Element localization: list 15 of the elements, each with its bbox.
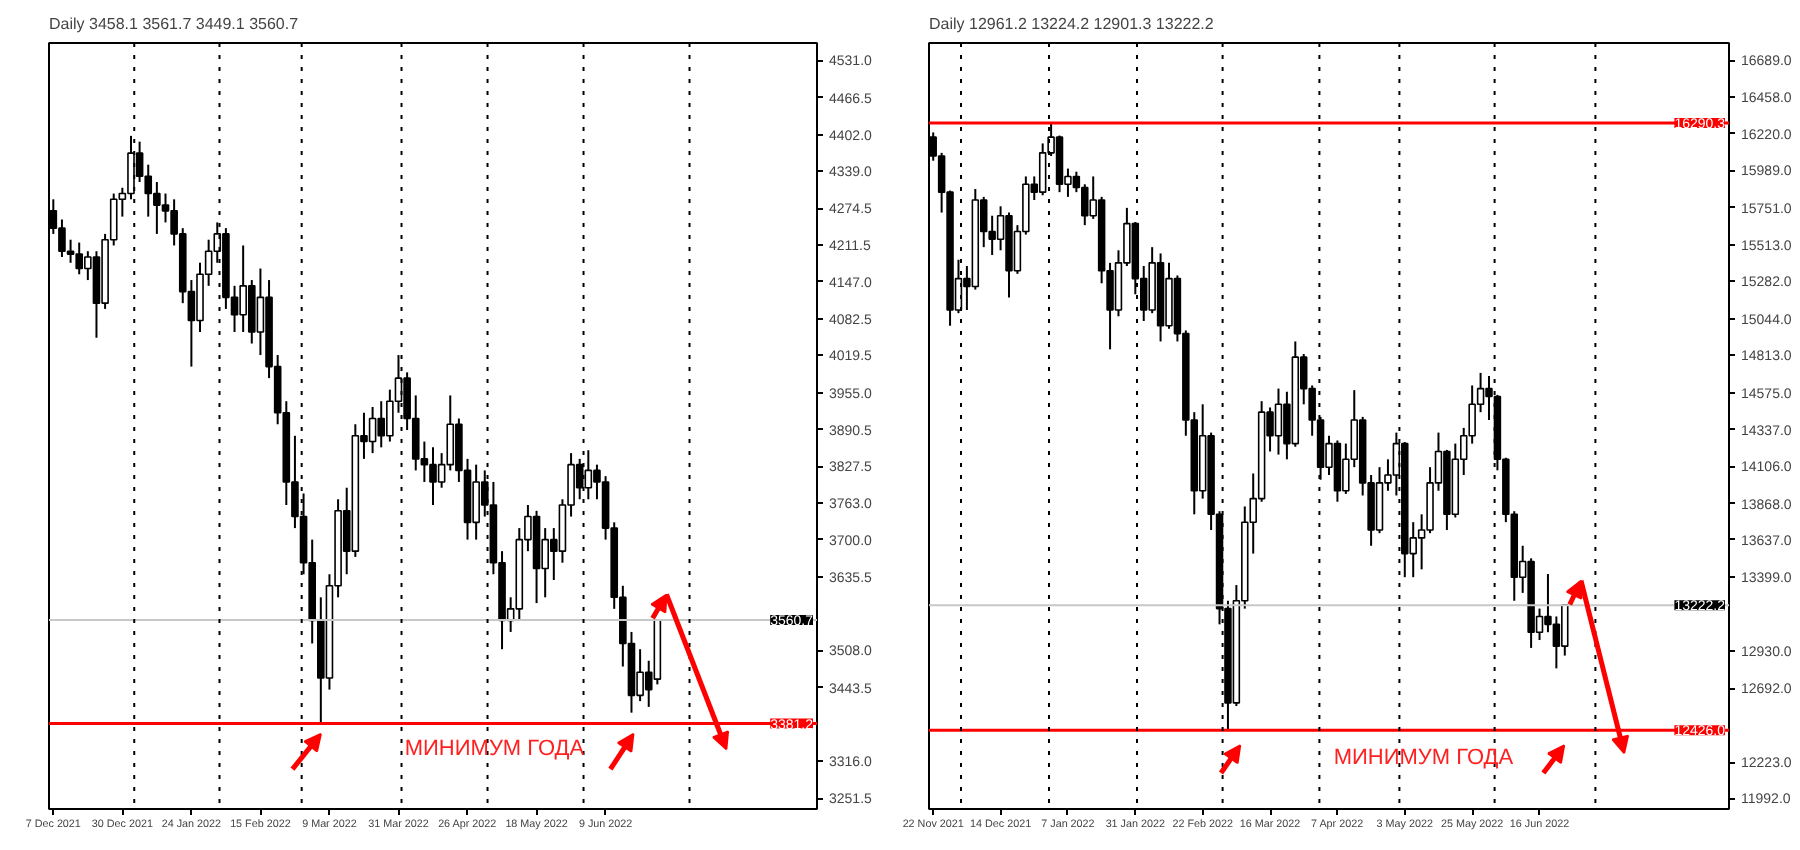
candlestick <box>1375 466 1384 535</box>
annotation: МИНИМУМ ГОДА <box>404 737 586 762</box>
candlestick <box>1081 183 1089 227</box>
candlestick <box>1274 387 1283 456</box>
annotation: МИНИМУМ ГОДА <box>1333 745 1515 770</box>
candlestick <box>377 400 386 449</box>
candlestick <box>75 241 84 276</box>
candlestick <box>1561 603 1569 657</box>
candlestick <box>429 446 437 507</box>
candlestick <box>1055 134 1064 194</box>
candlestick <box>368 405 377 455</box>
chart-title: Daily 3458.1 3561.7 3449.1 3560.7 <box>49 15 300 33</box>
chart-title: Daily 12961.2 13224.2 12901.3 13222.2 <box>929 15 1215 33</box>
candlestick <box>1165 261 1173 330</box>
candlestick <box>1333 439 1342 503</box>
